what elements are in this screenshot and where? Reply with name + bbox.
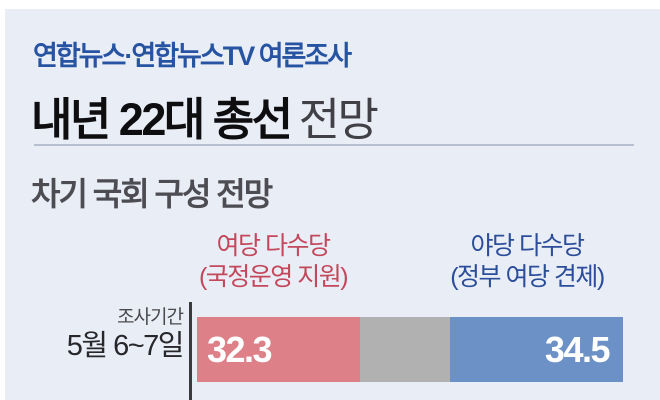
bar-axis-line <box>189 302 192 400</box>
survey-period-label: 조사기간 <box>117 307 184 328</box>
opposition-value: 34.5 <box>544 328 611 370</box>
ruling-party-label-line1: 여당 다수당 <box>216 232 331 260</box>
bar-segment-opposition: 34.5 <box>450 317 623 382</box>
bar-segment-ruling: 32.3 <box>197 317 360 382</box>
opposition-party-label-line2: (정부 여당 견제) <box>450 263 605 291</box>
page-title-strong: 내년 22대 총선 <box>31 94 293 145</box>
left-white-strip <box>0 0 5 400</box>
ruling-party-label: 여당 다수당 (국정운영 지원) <box>182 231 364 293</box>
news-source-kicker: 연합뉴스·연합뉴스TV 여론조사 <box>33 41 352 71</box>
ruling-party-label-line2: (국정운영 지원) <box>198 263 349 291</box>
survey-period: 조사기간 5월 6~7일 <box>66 307 185 363</box>
top-white-strip <box>0 0 660 9</box>
stacked-bar: 32.3 34.5 <box>197 317 623 382</box>
opposition-party-label: 야당 다수당 (정부 여당 견제) <box>432 231 622 293</box>
page-title: 내년 22대 총선 전망 <box>31 94 379 145</box>
page-title-light: 전망 <box>298 94 379 145</box>
ruling-value: 32.3 <box>207 328 273 370</box>
header-divider <box>34 144 634 146</box>
bar-segment-undecided <box>359 317 451 382</box>
section-title: 차기 국회 구성 전망 <box>31 176 273 212</box>
opposition-party-label-line1: 야당 다수당 <box>470 232 585 260</box>
survey-period-dates: 5월 6~7일 <box>66 330 185 362</box>
